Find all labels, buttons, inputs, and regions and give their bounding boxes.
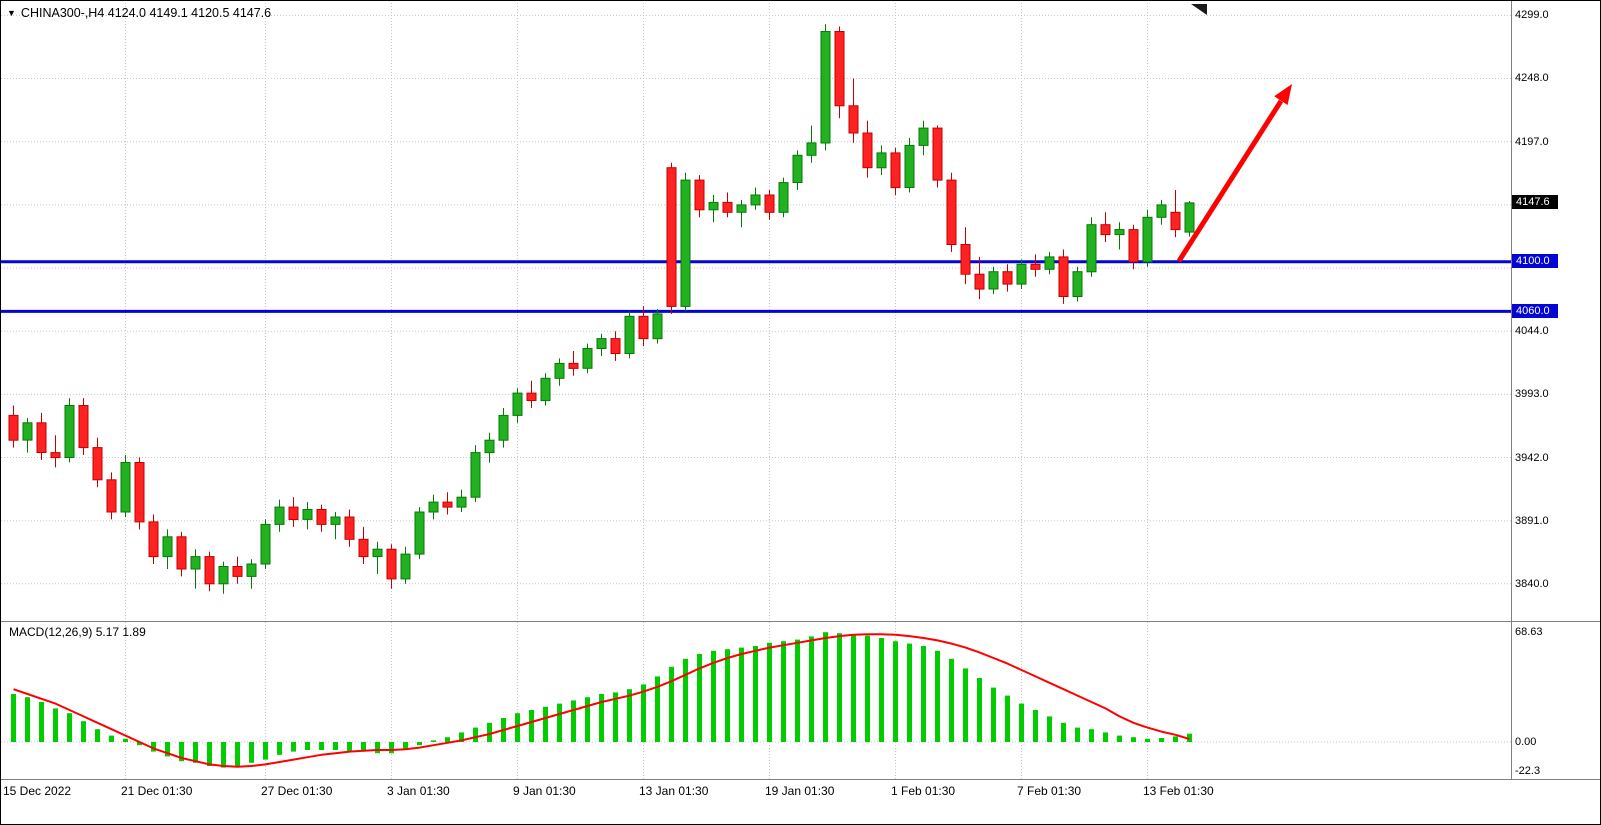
time-axis-label: 9 Jan 01:30 [513, 784, 576, 798]
time-axis-label: 21 Dec 01:30 [121, 784, 193, 798]
chart-shift-marker-icon[interactable] [1191, 4, 1207, 15]
one-click-trading-arrow-icon[interactable]: ▼ [7, 7, 16, 18]
price-axis-label: 3840.0 [1515, 578, 1549, 590]
macd-histogram [11, 632, 1192, 768]
time-axis-label: 19 Jan 01:30 [765, 784, 835, 798]
price-axis-label: 4248.0 [1515, 72, 1549, 84]
time-axis-label: 1 Feb 01:30 [891, 784, 956, 798]
macd-signal-line [13, 633, 1190, 768]
time-axis-separator [1, 779, 1600, 780]
macd-scale-label: -22.3 [1515, 765, 1541, 777]
price-axis-label: 3891.0 [1515, 515, 1549, 527]
support-level-lines[interactable] [1, 260, 1511, 313]
current-price-badge: 4147.6 [1512, 195, 1558, 209]
price-axis-label: 3993.0 [1515, 388, 1549, 400]
symbol-ohlc-title: CHINA300-,H4 4124.0 4149.1 4120.5 4147.6 [20, 6, 272, 20]
time-axis-label: 15 Dec 2022 [3, 784, 72, 798]
candles [8, 24, 1195, 594]
macd-panel-separator [1, 621, 1600, 622]
price-axis-label: 3942.0 [1515, 452, 1549, 464]
time-axis-label: 27 Dec 01:30 [261, 784, 333, 798]
macd-scale-label: 68.63 [1515, 626, 1543, 638]
macd-indicator-label: MACD(12,26,9) 5.17 1.89 [9, 625, 146, 639]
time-axis-label: 7 Feb 01:30 [1017, 784, 1082, 798]
price-axis-label: 4197.0 [1515, 136, 1549, 148]
time-axis-label: 13 Feb 01:30 [1143, 784, 1214, 798]
trend-arrow-annotation[interactable] [1176, 84, 1292, 263]
macd-indicator-canvas[interactable] [1, 622, 1511, 779]
level-price-badge-4100: 4100.0 [1512, 254, 1558, 268]
macd-scale-label: 0.00 [1515, 736, 1537, 748]
time-axis-label: 3 Jan 01:30 [387, 784, 450, 798]
price-chart-canvas[interactable] [1, 1, 1511, 622]
time-axis-label: 13 Jan 01:30 [639, 784, 709, 798]
price-axis-label: 4299.0 [1515, 9, 1549, 21]
price-axis-label: 4044.0 [1515, 325, 1549, 337]
price-axis-separator [1511, 1, 1512, 779]
level-price-badge-4060: 4060.0 [1512, 304, 1558, 318]
chart-title-bar: ▼ CHINA300-,H4 4124.0 4149.1 4120.5 4147… [7, 6, 271, 20]
